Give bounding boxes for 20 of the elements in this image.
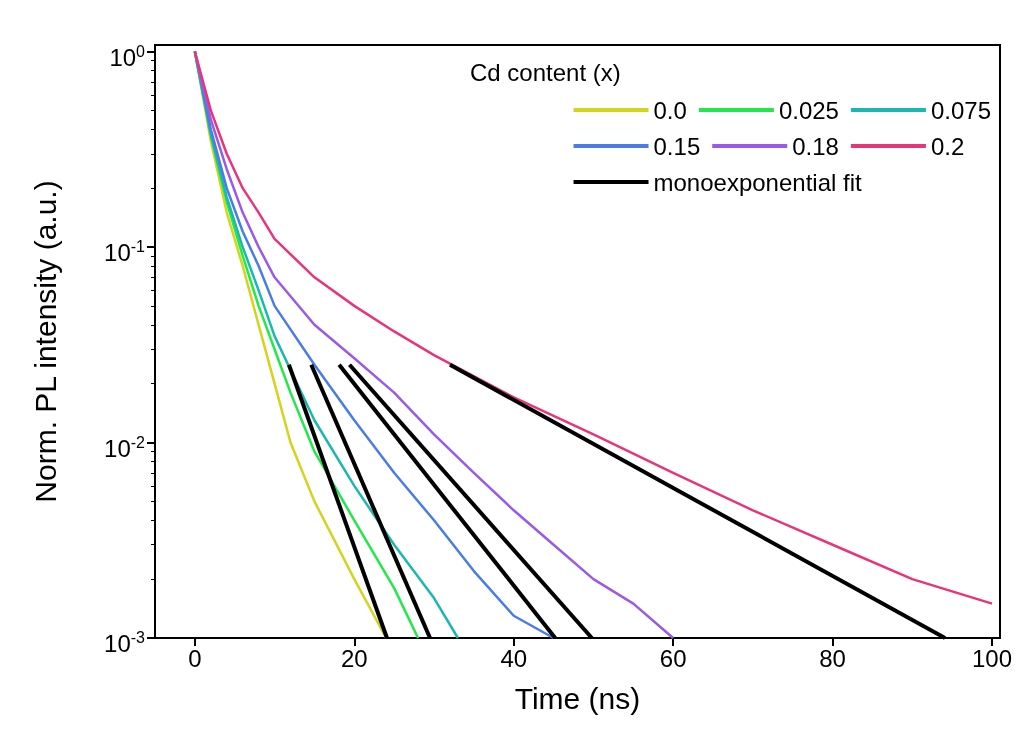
legend-label: 0.0	[653, 96, 687, 124]
y-tick-label: 10$^{-2}$	[104, 432, 145, 464]
legend-label: 0.025	[778, 96, 839, 124]
x-tick-label: 20	[340, 644, 368, 672]
legend-label: 0.18	[792, 132, 839, 160]
legend-label: monoexponential fit	[653, 168, 862, 196]
legend-title: Cd content (x)	[470, 58, 621, 86]
legend-label: 0.075	[930, 96, 991, 124]
y-tick-label: 10$^{0}$	[109, 41, 145, 73]
y-tick-label: 10$^{-1}$	[104, 237, 145, 268]
x-tick-label: 100	[972, 644, 1013, 672]
x-tick-label: 60	[659, 644, 687, 672]
x-tick-label: 40	[500, 644, 528, 672]
y-axis-title: Norm. PL intensity (a.u.)	[28, 180, 62, 503]
x-axis-title: Time (ns)	[514, 681, 641, 715]
y-tick-label: 10$^{-3}$	[104, 628, 145, 659]
x-tick-label: 0	[188, 644, 202, 672]
x-tick-label: 80	[819, 644, 846, 672]
legend-label: 0.15	[653, 132, 701, 160]
legend-label: 0.2	[930, 132, 965, 160]
